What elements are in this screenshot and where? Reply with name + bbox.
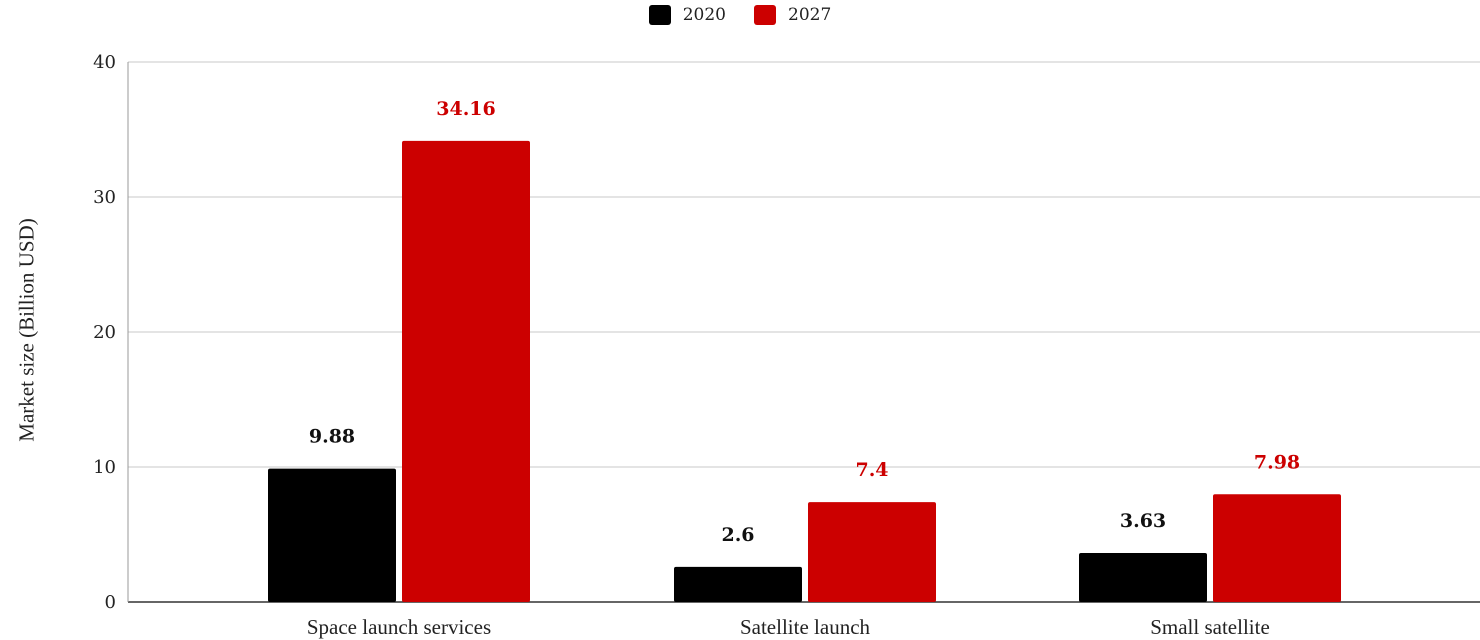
legend-label-2027: 2027 — [788, 5, 832, 25]
legend-swatch-2020 — [648, 5, 671, 25]
bar-2020 — [268, 468, 396, 602]
y-tick-label: 20 — [93, 322, 116, 343]
legend-item-2020[interactable]: 2020 — [648, 5, 726, 25]
y-tick-label: 10 — [93, 457, 116, 478]
bar-2027 — [808, 502, 936, 602]
x-tick-label: Satellite launch — [740, 615, 871, 639]
data-label-2020: 9.88 — [309, 426, 355, 448]
y-tick-label: 30 — [93, 187, 116, 208]
legend-item-2027[interactable]: 2027 — [754, 5, 831, 25]
legend-swatch-2027 — [754, 5, 776, 25]
bar-2020 — [1079, 552, 1207, 602]
y-tick-label: 40 — [93, 52, 116, 73]
bar-2020 — [674, 566, 802, 602]
data-label-2027: 7.4 — [855, 459, 888, 481]
x-tick-label: Small satellite — [1150, 615, 1270, 639]
data-label-2027: 7.98 — [1254, 451, 1300, 473]
data-label-2027: 34.16 — [436, 98, 496, 120]
y-tick-label: 0 — [105, 592, 116, 613]
x-tick-label: Space launch services — [307, 615, 491, 639]
legend: 2020 2027 — [0, 5, 1480, 25]
data-label-2020: 3.63 — [1120, 510, 1166, 532]
data-label-2020: 2.6 — [721, 524, 754, 546]
bar-2027 — [402, 140, 530, 602]
bar-2027 — [1213, 494, 1341, 602]
legend-label-2020: 2020 — [682, 5, 726, 25]
